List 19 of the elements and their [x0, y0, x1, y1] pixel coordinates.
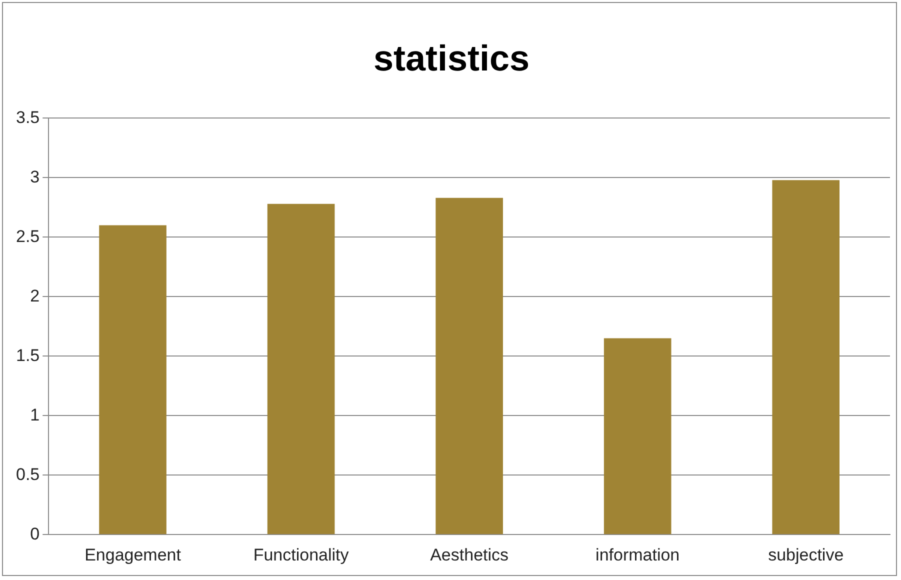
y-tick-label: 3.5	[16, 108, 40, 127]
y-tick-label: 2.5	[16, 226, 40, 246]
y-tick-label: 3	[30, 167, 40, 186]
y-tick-label: 0	[30, 524, 40, 544]
x-tick-label: information	[596, 545, 680, 564]
bar	[772, 180, 840, 534]
y-tick-label: 0.5	[16, 464, 40, 484]
bar	[604, 338, 672, 534]
y-tick-label: 1	[30, 405, 40, 424]
x-tick-label: Functionality	[253, 545, 350, 564]
chart-title: statistics	[373, 38, 530, 79]
x-tick-label: Engagement	[84, 545, 182, 564]
bar	[267, 204, 335, 534]
bar	[436, 198, 503, 534]
x-tick-label: subjective	[768, 545, 844, 564]
y-tick-label: 2	[30, 286, 40, 306]
x-tick-label: Aesthetics	[430, 545, 509, 564]
y-tick-label: 1.5	[16, 346, 40, 365]
bar	[99, 225, 166, 534]
